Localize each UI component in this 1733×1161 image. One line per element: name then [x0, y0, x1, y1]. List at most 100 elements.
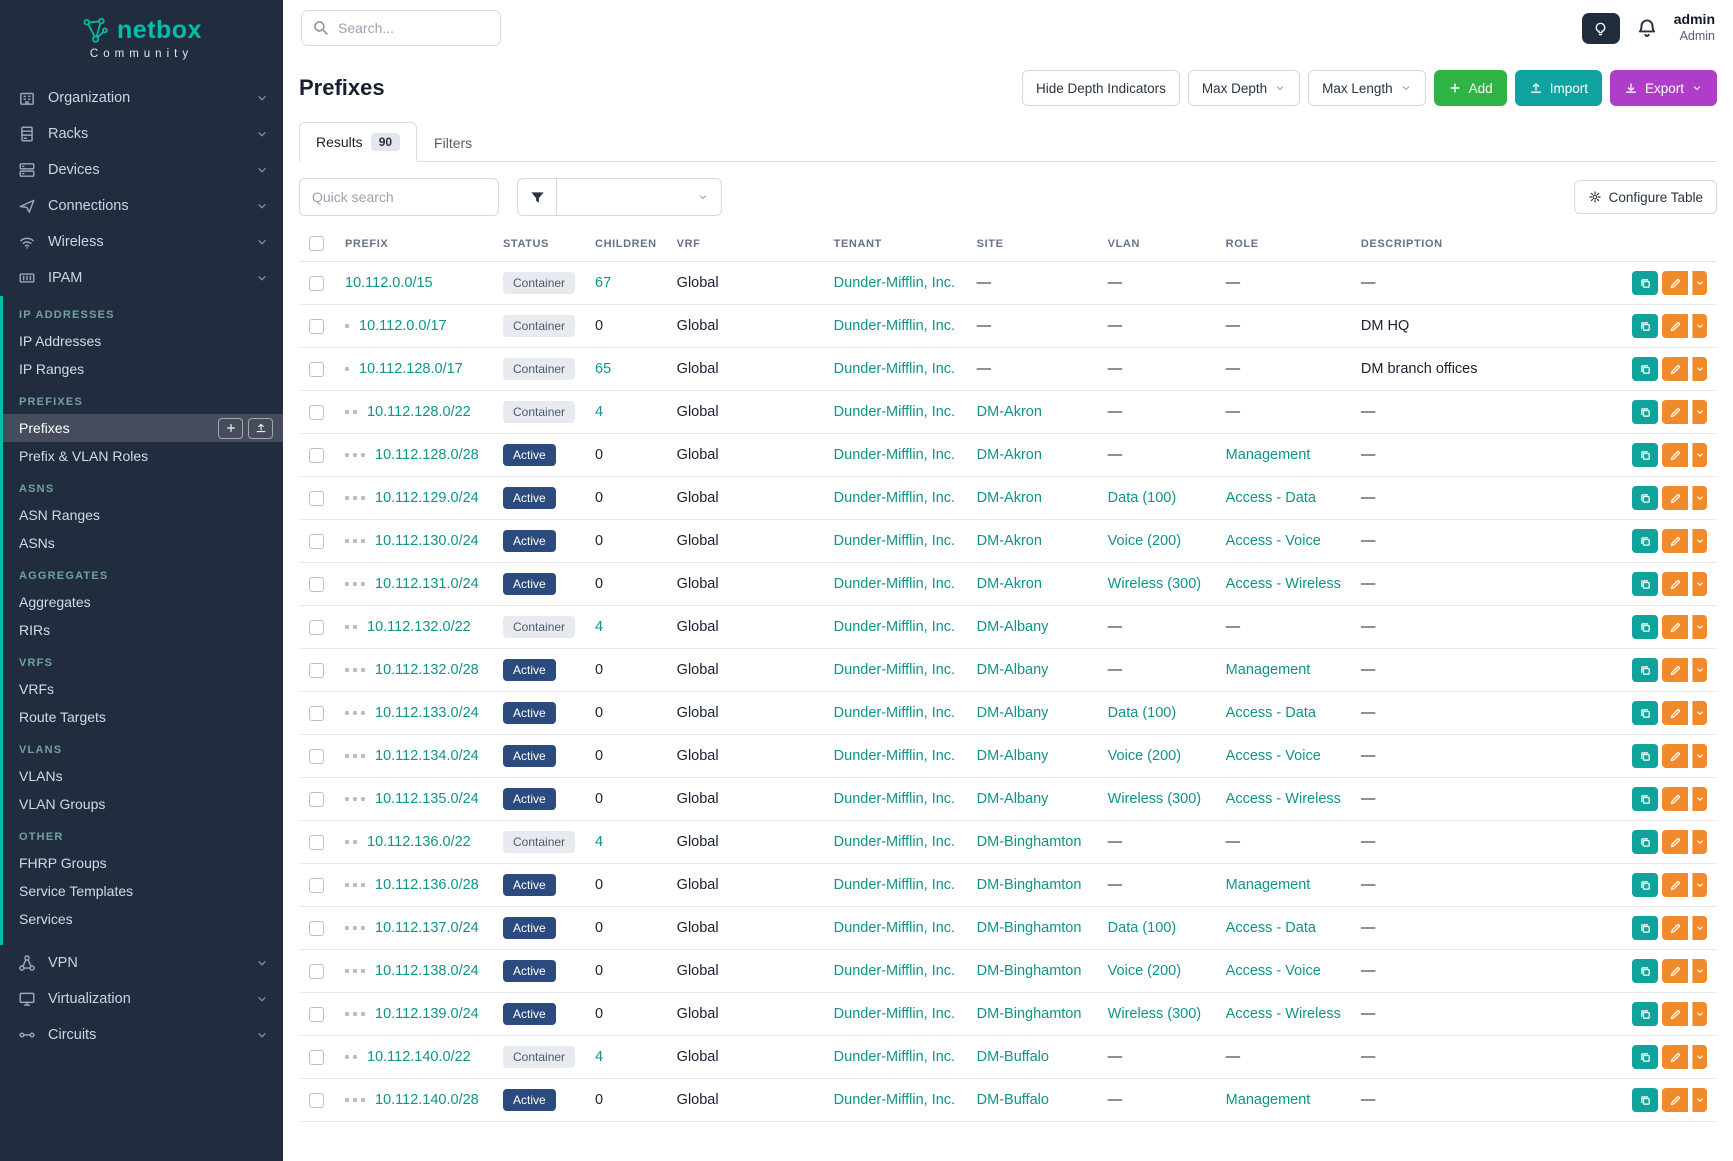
children-link[interactable]: 4	[595, 404, 604, 420]
clone-button[interactable]	[1632, 357, 1658, 381]
clone-button[interactable]	[1632, 572, 1658, 596]
children-link[interactable]: 4	[595, 1049, 604, 1065]
edit-button[interactable]	[1662, 1088, 1688, 1112]
row-checkbox[interactable]	[309, 490, 324, 506]
prefix-link[interactable]: 10.112.130.0/24	[375, 533, 479, 549]
sidebar-item-vlan-groups[interactable]: VLAN Groups	[19, 796, 106, 812]
edit-button[interactable]	[1662, 830, 1688, 854]
max-depth-dropdown[interactable]: Max Depth	[1187, 70, 1301, 106]
vlan-link[interactable]: Data (100)	[1107, 490, 1177, 506]
column-header-children[interactable]: CHILDREN	[585, 226, 667, 262]
tenant-link[interactable]: Dunder-Mifflin, Inc.	[833, 705, 956, 721]
site-link[interactable]: DM-Albany	[976, 662, 1049, 678]
filter-button[interactable]	[517, 178, 557, 216]
site-link[interactable]: DM-Buffalo	[976, 1092, 1049, 1108]
tenant-link[interactable]: Dunder-Mifflin, Inc.	[833, 533, 956, 549]
prefix-link[interactable]: 10.112.138.0/24	[375, 963, 479, 979]
row-checkbox[interactable]	[309, 920, 324, 936]
row-checkbox[interactable]	[309, 1006, 324, 1022]
edit-dropdown-button[interactable]	[1692, 1002, 1707, 1026]
row-checkbox[interactable]	[309, 447, 324, 463]
tenant-link[interactable]: Dunder-Mifflin, Inc.	[833, 748, 956, 764]
row-checkbox[interactable]	[309, 404, 324, 420]
row-checkbox[interactable]	[309, 1092, 324, 1108]
edit-dropdown-button[interactable]	[1692, 1088, 1707, 1112]
sidebar-item-organization[interactable]: Organization	[0, 80, 283, 116]
edit-dropdown-button[interactable]	[1692, 615, 1707, 639]
edit-button[interactable]	[1662, 486, 1688, 510]
role-link[interactable]: Access - Data	[1225, 705, 1316, 721]
site-link[interactable]: DM-Albany	[976, 705, 1049, 721]
edit-dropdown-button[interactable]	[1692, 701, 1707, 725]
clone-button[interactable]	[1632, 787, 1658, 811]
prefix-link[interactable]: 10.112.136.0/28	[375, 877, 479, 893]
sidebar-item-rirs[interactable]: RIRs	[19, 622, 51, 638]
role-link[interactable]: Access - Wireless	[1225, 1006, 1341, 1022]
tenant-link[interactable]: Dunder-Mifflin, Inc.	[833, 1092, 956, 1108]
tenant-link[interactable]: Dunder-Mifflin, Inc.	[833, 1049, 956, 1065]
edit-dropdown-button[interactable]	[1692, 529, 1707, 553]
quick-import-button[interactable]	[248, 417, 273, 439]
site-link[interactable]: DM-Binghamton	[976, 834, 1082, 850]
site-link[interactable]: DM-Akron	[976, 490, 1042, 506]
configure-table-button[interactable]: Configure Table	[1573, 180, 1717, 214]
sidebar-item-racks[interactable]: Racks	[0, 116, 283, 152]
column-header-site[interactable]: SITE	[966, 226, 1098, 262]
role-link[interactable]: Access - Data	[1225, 920, 1316, 936]
tenant-link[interactable]: Dunder-Mifflin, Inc.	[833, 318, 956, 334]
sidebar-item-vpn[interactable]: VPN	[0, 945, 283, 981]
row-checkbox[interactable]	[309, 748, 324, 764]
edit-button[interactable]	[1662, 443, 1688, 467]
row-checkbox[interactable]	[309, 791, 324, 807]
prefix-link[interactable]: 10.112.128.0/28	[375, 447, 479, 463]
tenant-link[interactable]: Dunder-Mifflin, Inc.	[833, 963, 956, 979]
edit-dropdown-button[interactable]	[1692, 830, 1707, 854]
sidebar-item-virtualization[interactable]: Virtualization	[0, 981, 283, 1017]
clone-button[interactable]	[1632, 314, 1658, 338]
edit-button[interactable]	[1662, 357, 1688, 381]
prefix-link[interactable]: 10.112.128.0/22	[367, 404, 471, 420]
tenant-link[interactable]: Dunder-Mifflin, Inc.	[833, 1006, 956, 1022]
edit-button[interactable]	[1662, 658, 1688, 682]
sidebar-item-connections[interactable]: Connections	[0, 188, 283, 224]
clone-button[interactable]	[1632, 916, 1658, 940]
site-link[interactable]: DM-Binghamton	[976, 1006, 1082, 1022]
edit-dropdown-button[interactable]	[1692, 357, 1707, 381]
prefix-link[interactable]: 10.112.0.0/15	[345, 275, 433, 291]
prefix-link[interactable]: 10.112.132.0/22	[367, 619, 471, 635]
sidebar-item-vrfs[interactable]: VRFs	[19, 681, 54, 697]
role-link[interactable]: Access - Wireless	[1225, 791, 1341, 807]
column-header-prefix[interactable]: PREFIX	[335, 226, 493, 262]
site-link[interactable]: DM-Albany	[976, 619, 1049, 635]
site-link[interactable]: DM-Binghamton	[976, 920, 1082, 936]
column-header-vrf[interactable]: VRF	[666, 226, 824, 262]
edit-button[interactable]	[1662, 916, 1688, 940]
tenant-link[interactable]: Dunder-Mifflin, Inc.	[833, 275, 956, 291]
site-link[interactable]: DM-Akron	[976, 447, 1042, 463]
role-link[interactable]: Access - Data	[1225, 490, 1316, 506]
children-link[interactable]: 4	[595, 834, 604, 850]
edit-button[interactable]	[1662, 529, 1688, 553]
edit-button[interactable]	[1662, 615, 1688, 639]
clone-button[interactable]	[1632, 701, 1658, 725]
role-link[interactable]: Access - Voice	[1225, 963, 1321, 979]
sidebar-item-ipam[interactable]: IPAM	[0, 260, 283, 296]
prefix-link[interactable]: 10.112.133.0/24	[375, 705, 479, 721]
row-checkbox[interactable]	[309, 705, 324, 721]
column-header-role[interactable]: ROLE	[1215, 226, 1351, 262]
edit-dropdown-button[interactable]	[1692, 486, 1707, 510]
sidebar-item-aggregates[interactable]: Aggregates	[19, 594, 91, 610]
notifications-button[interactable]	[1636, 17, 1658, 39]
sidebar-item-service-templates[interactable]: Service Templates	[19, 883, 134, 899]
edit-dropdown-button[interactable]	[1692, 658, 1707, 682]
vlan-link[interactable]: Wireless (300)	[1107, 576, 1202, 592]
sidebar-item-ip-ranges[interactable]: IP Ranges	[19, 361, 85, 377]
edit-dropdown-button[interactable]	[1692, 787, 1707, 811]
clone-button[interactable]	[1632, 830, 1658, 854]
prefix-link[interactable]: 10.112.134.0/24	[375, 748, 479, 764]
prefix-link[interactable]: 10.112.128.0/17	[359, 361, 463, 377]
column-header-tenant[interactable]: TENANT	[823, 226, 967, 262]
prefix-link[interactable]: 10.112.136.0/22	[367, 834, 471, 850]
user-menu[interactable]: admin Admin	[1674, 11, 1715, 44]
row-checkbox[interactable]	[309, 275, 324, 291]
